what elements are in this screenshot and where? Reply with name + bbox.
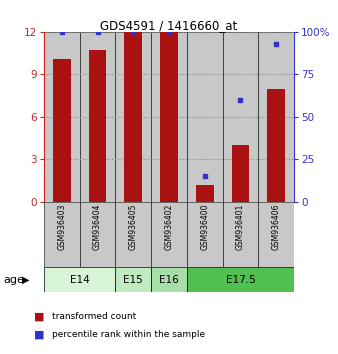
Bar [124, 32, 142, 202]
Text: age: age [3, 275, 24, 285]
Bar [160, 32, 178, 202]
Bar [44, 267, 115, 292]
Text: E17.5: E17.5 [225, 275, 255, 285]
Bar [258, 32, 294, 202]
Bar [44, 32, 80, 202]
Bar [187, 32, 223, 202]
Bar [258, 202, 294, 267]
Text: GSM936405: GSM936405 [129, 204, 138, 250]
Bar [115, 267, 151, 292]
Text: transformed count: transformed count [52, 312, 137, 321]
Text: GSM936401: GSM936401 [236, 204, 245, 250]
Text: ▶: ▶ [22, 275, 29, 285]
Text: percentile rank within the sample: percentile rank within the sample [52, 330, 206, 339]
Bar [223, 32, 258, 202]
Bar [115, 202, 151, 267]
Text: ■: ■ [34, 330, 44, 339]
Text: E15: E15 [123, 275, 143, 285]
Text: E14: E14 [70, 275, 90, 285]
Text: E16: E16 [159, 275, 179, 285]
Text: GSM936400: GSM936400 [200, 204, 209, 250]
Bar [80, 32, 115, 202]
Text: GDS4591 / 1416660_at: GDS4591 / 1416660_at [100, 19, 238, 33]
Bar [223, 202, 258, 267]
Bar [115, 32, 151, 202]
Bar [267, 88, 285, 202]
Bar [44, 202, 80, 267]
Text: ■: ■ [34, 312, 44, 322]
Bar [187, 267, 294, 292]
Text: GSM936402: GSM936402 [165, 204, 173, 250]
Bar [53, 59, 71, 202]
Text: GSM936406: GSM936406 [272, 204, 281, 250]
Bar [187, 202, 223, 267]
Bar [151, 202, 187, 267]
Bar [196, 185, 214, 202]
Bar [151, 267, 187, 292]
Text: GSM936404: GSM936404 [93, 204, 102, 250]
Bar [151, 32, 187, 202]
Bar [232, 145, 249, 202]
Bar [80, 202, 115, 267]
Bar [89, 50, 106, 202]
Text: GSM936403: GSM936403 [57, 204, 66, 250]
